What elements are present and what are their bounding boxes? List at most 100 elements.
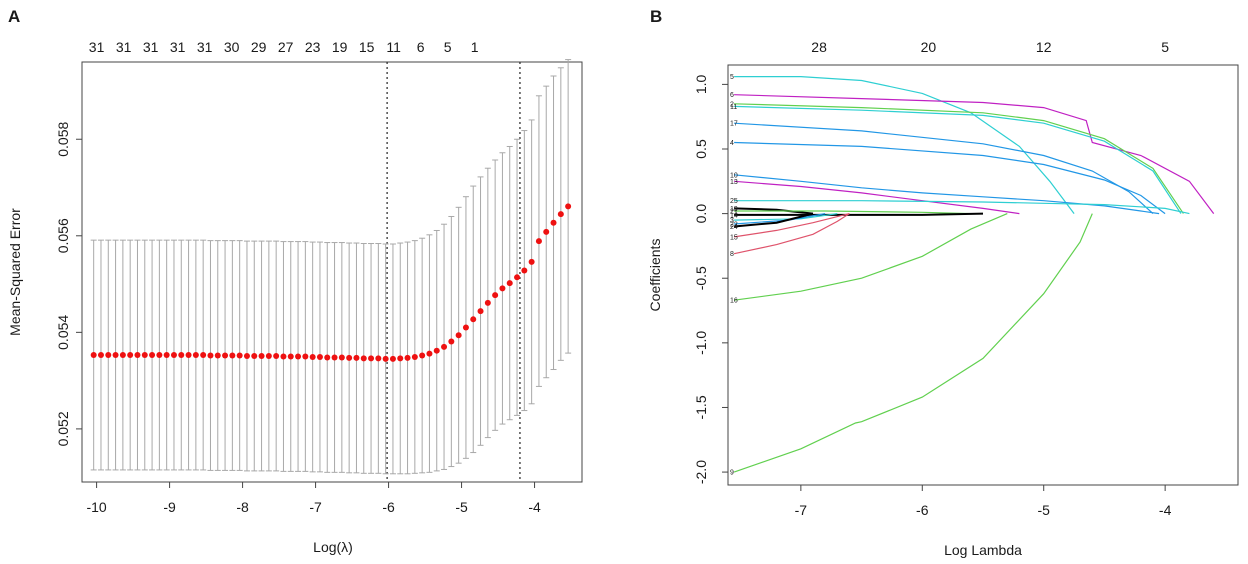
top-axis-label-a: 29: [251, 39, 267, 55]
cv-mean-point: [105, 352, 112, 359]
y-tick-label-b: 0.0: [693, 204, 709, 224]
coefficient-path-9: [733, 213, 1093, 473]
cv-mean-point: [470, 316, 477, 323]
cv-mean-point: [331, 354, 338, 361]
top-axis-label-a: 23: [305, 39, 321, 55]
cv-mean-point: [295, 353, 302, 360]
panel-label-a: A: [8, 7, 20, 26]
cv-mean-point: [499, 285, 506, 292]
x-axis-b: -7 -6 -5 -4: [795, 485, 1172, 518]
cv-mean-point: [324, 354, 331, 361]
x-tick-label-a: -7: [309, 499, 322, 515]
cv-mean-point: [287, 353, 294, 360]
y-tick-label-b: -0.5: [693, 266, 709, 290]
cv-mean-point: [302, 353, 309, 360]
cv-mean-point: [192, 352, 199, 359]
cv-mean-point: [462, 324, 469, 331]
x-tick-label-b: -4: [1159, 502, 1172, 518]
y-tick-label-b: -1.0: [693, 331, 709, 355]
coefficient-label-24: 24: [730, 224, 738, 231]
x-tick-label-a: -5: [455, 499, 468, 515]
coefficient-label-22: 22: [730, 221, 738, 228]
cv-mean-point: [521, 267, 528, 274]
coefficient-paths: [733, 75, 1215, 473]
cv-mean-point: [514, 274, 521, 281]
x-axis-title-b: Log Lambda: [944, 542, 1022, 558]
cv-mean-point: [163, 352, 170, 359]
cv-mean-point: [214, 352, 221, 359]
coefficient-path-24: [734, 212, 814, 228]
top-axis-a: 31 31 31 31 31 30 29 27 23 19 15 11 6 5 1: [89, 39, 479, 55]
error-bars: [90, 59, 572, 475]
x-axis-title-a: Log(λ): [313, 539, 353, 555]
top-axis-b: 28 20 12 5: [811, 39, 1169, 55]
cv-mean-point: [565, 203, 572, 210]
cv-mean-point: [236, 352, 243, 359]
cv-mean-point: [389, 355, 396, 362]
cv-mean-point: [178, 352, 185, 359]
coefficient-path-13: [734, 180, 1020, 215]
coefficient-label-5: 5: [730, 74, 734, 81]
coefficient-path-14: [734, 212, 984, 216]
cv-mean-point: [506, 280, 513, 287]
coefficient-label-4: 4: [730, 140, 734, 147]
cv-mean-point: [543, 228, 550, 235]
cv-mean-point: [229, 352, 236, 359]
top-axis-label-a: 15: [359, 39, 375, 55]
cv-mean-point: [251, 353, 258, 359]
cv-mean-point: [433, 347, 440, 354]
cv-mean-point: [119, 352, 126, 359]
cv-mean-point: [557, 211, 564, 218]
cv-mean-point: [127, 352, 134, 359]
coefficient-label-13: 13: [730, 179, 738, 186]
cv-mean-points: [90, 203, 572, 362]
coefficient-label-8: 8: [730, 251, 734, 258]
x-axis-a: -10 -9 -8 -7 -6 -5 -4: [86, 482, 541, 515]
coefficient-path-17: [734, 122, 1154, 215]
cv-mean-point: [492, 292, 499, 299]
cv-mean-point: [528, 258, 535, 265]
coefficient-path-25: [734, 200, 1190, 215]
coefficient-label-6: 6: [730, 92, 734, 99]
cv-mean-point: [411, 353, 418, 360]
top-axis-label-a: 31: [143, 39, 159, 55]
cv-mean-point: [346, 354, 353, 361]
coefficient-label-16: 16: [730, 298, 738, 305]
cv-mean-point: [280, 353, 287, 360]
y-axis-a: 0.052 0.054 0.056 0.058: [55, 122, 82, 446]
coefficient-path-19: [734, 207, 814, 215]
cv-mean-point: [382, 355, 389, 362]
top-axis-label-a: 19: [332, 39, 348, 55]
coefficient-path-11: [734, 105, 1182, 214]
coefficient-label-21: 21: [730, 209, 738, 216]
coefficient-path-plot: -7 -6 -5 -4 -2.0-1.5-1.0-0.50.00.51.0 28 20 1…: [647, 39, 1239, 558]
x-tick-label-b: -7: [795, 502, 808, 518]
cv-mean-point: [550, 219, 557, 226]
top-axis-label-a: 11: [386, 39, 401, 55]
coefficient-label-25: 25: [730, 198, 738, 205]
cv-mean-point: [170, 352, 177, 359]
top-axis-label-a: 30: [224, 39, 240, 55]
plot-frame-a: [81, 61, 583, 483]
top-axis-label-a: 31: [170, 39, 186, 55]
cv-mean-point: [112, 352, 119, 359]
y-tick-label-a: 0.058: [55, 122, 71, 157]
coefficient-path-21: [734, 210, 971, 215]
top-axis-label-b: 12: [1036, 39, 1052, 55]
cv-mean-point: [397, 355, 404, 362]
y-tick-label-b: 1.0: [693, 74, 709, 94]
cv-mean-point: [484, 299, 491, 306]
coefficient-path-16: [734, 213, 1008, 301]
cv-mean-point: [338, 354, 345, 361]
y-axis-b: -2.0 -1.5 -1.0 -0.5 0.0 0.5 1.0: [693, 74, 728, 484]
coefficient-path-6: [734, 94, 1215, 214]
x-tick-label-b: -5: [1037, 502, 1050, 518]
cv-mean-point: [134, 352, 141, 359]
top-axis-label-b: 28: [811, 39, 827, 55]
top-axis-label-a: 1: [471, 39, 479, 55]
cv-mean-point: [207, 352, 214, 359]
coefficient-label-11: 11: [730, 104, 737, 111]
cv-mean-point: [97, 352, 104, 359]
cv-mean-point: [265, 353, 272, 359]
